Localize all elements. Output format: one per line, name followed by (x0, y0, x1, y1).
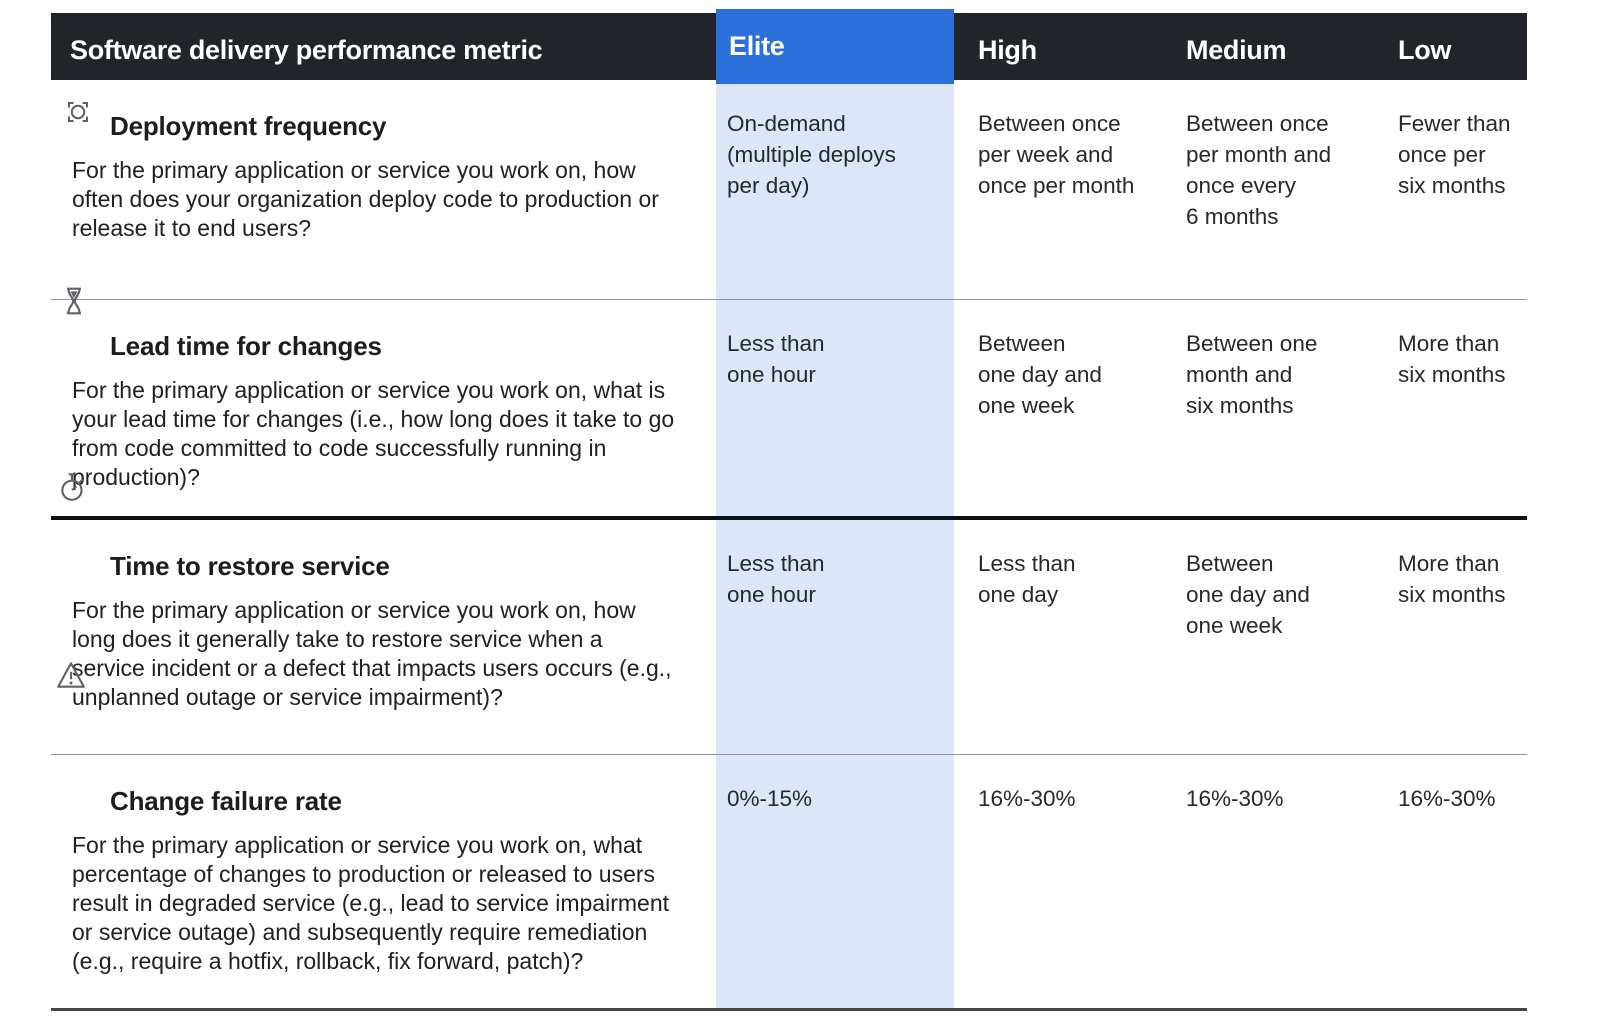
metric-cell: Deployment frequency For the primary app… (51, 80, 716, 299)
elite-column-highlight (716, 84, 954, 1008)
time-to-restore-stopwatch-icon (61, 473, 84, 501)
table-row-time-to-restore: Time to restore service For the primary … (51, 520, 1527, 755)
deployment-frequency-icon (68, 102, 88, 122)
metric-description: For the primary application or service y… (72, 832, 670, 974)
header-metric-label: Software delivery performance metric (70, 35, 543, 65)
elite-value: Less than one hour (727, 331, 825, 387)
metric-title: Time to restore service (110, 551, 390, 581)
metric-description: For the primary application or service y… (72, 597, 672, 710)
header-high: High (978, 35, 1037, 65)
metric-cell: Lead time for changes For the primary ap… (51, 300, 716, 516)
metric-description: For the primary application or service y… (72, 157, 659, 241)
high-value: Between one day and one week (978, 331, 1102, 418)
medium-value: Between one day and one week (1186, 551, 1310, 638)
metric-cell: Time to restore service For the primary … (51, 520, 716, 754)
elite-value: On-demand (multiple deploys per day) (727, 111, 896, 198)
header-medium: Medium (1186, 35, 1287, 65)
table-row-change-failure-rate: Change failure rate For the primary appl… (51, 755, 1527, 1008)
high-value: Less than one day (978, 551, 1076, 607)
medium-value: Between once per month and once every 6 … (1186, 111, 1332, 229)
high-value: 16%-30% (978, 786, 1076, 811)
dora-metrics-table: Software delivery performance metric Eli… (51, 9, 1527, 1011)
table-header-row: Software delivery performance metric Eli… (51, 9, 1527, 84)
metric-title: Lead time for changes (110, 331, 382, 361)
elite-value: 0%-15% (727, 786, 813, 811)
table-row-deployment-frequency: Deployment frequency For the primary app… (51, 80, 1527, 300)
high-value: Between once per week and once per month (978, 111, 1135, 198)
medium-value: Between one month and six months (1186, 331, 1318, 418)
medium-value: 16%-30% (1186, 786, 1284, 811)
low-value: More than six months (1398, 331, 1506, 387)
low-value: More than six months (1398, 551, 1506, 607)
metric-title: Change failure rate (110, 786, 342, 816)
change-failure-warning-icon (57, 662, 85, 688)
low-value: 16%-30% (1398, 786, 1496, 811)
metric-title: Deployment frequency (110, 111, 387, 141)
table-row-lead-time: Lead time for changes For the primary ap… (51, 300, 1527, 520)
elite-value: Less than one hour (727, 551, 825, 607)
metric-cell: Change failure rate For the primary appl… (51, 755, 716, 1008)
low-value: Fewer than once per six months (1398, 111, 1511, 198)
metric-description: For the primary application or service y… (72, 377, 675, 490)
header-low: Low (1398, 35, 1452, 65)
header-elite: Elite (716, 9, 954, 84)
lead-time-hourglass-icon (67, 287, 81, 315)
